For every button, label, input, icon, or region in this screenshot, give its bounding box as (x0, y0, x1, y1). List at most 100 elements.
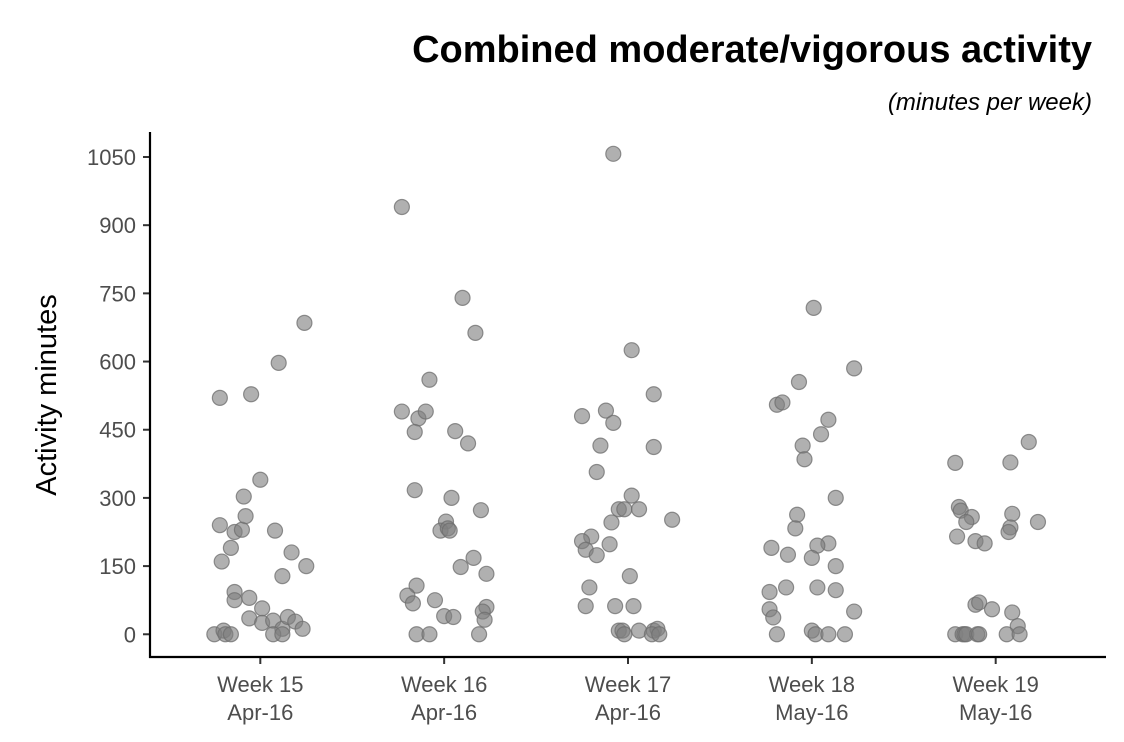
y-tick-label: 0 (124, 622, 136, 647)
data-point (827, 557, 844, 575)
data-point (948, 528, 966, 545)
data-point (774, 394, 791, 411)
data-point (294, 620, 311, 637)
data-point (947, 454, 964, 472)
data-point (445, 608, 462, 626)
x-tick-label-week: Week 16 (401, 672, 487, 697)
data-point (465, 549, 482, 567)
data-point (827, 582, 844, 599)
x-tick-label-month: May-16 (959, 700, 1032, 725)
data-point (805, 299, 822, 317)
y-tick-label: 450 (99, 418, 136, 443)
data-point (971, 594, 988, 611)
data-point (421, 371, 438, 388)
data-point (761, 583, 778, 601)
data-point (235, 488, 252, 505)
data-point (588, 463, 605, 481)
data-point (607, 597, 624, 615)
data-point (237, 507, 254, 525)
data-point (274, 626, 291, 643)
data-point (254, 600, 271, 617)
data-point (467, 324, 484, 342)
data-point (573, 407, 591, 425)
data-point (820, 411, 837, 428)
data-point (478, 565, 495, 582)
data-point (417, 403, 434, 420)
data-point (621, 567, 638, 585)
data-point (243, 386, 260, 403)
x-tick-label-week: Week 15 (217, 672, 303, 697)
chart-subtitle: (minutes per week) (888, 89, 1092, 116)
data-point (763, 539, 780, 557)
data-point (790, 373, 808, 391)
data-point (226, 592, 243, 609)
y-tick-label: 600 (99, 350, 136, 375)
data-point (470, 626, 488, 643)
data-point (222, 539, 239, 557)
data-point (406, 423, 423, 441)
y-tick-label: 150 (99, 554, 136, 579)
data-point (820, 626, 837, 643)
y-tick-label: 750 (99, 281, 136, 306)
data-point (406, 482, 423, 499)
y-tick-label: 300 (99, 486, 136, 511)
data-point (597, 402, 615, 419)
data-point (1029, 513, 1047, 531)
data-point (459, 435, 477, 452)
data-point (404, 595, 421, 612)
data-point (421, 626, 438, 643)
data-point (213, 553, 230, 570)
data-point (472, 502, 490, 519)
data-point (794, 437, 811, 454)
data-point (233, 521, 251, 538)
data-point (241, 589, 258, 607)
data-point (577, 597, 594, 615)
data-point (616, 626, 633, 643)
y-tick-label: 900 (99, 213, 136, 238)
data-points (206, 145, 1047, 643)
data-point (765, 609, 782, 626)
data-point (958, 513, 975, 531)
data-point (266, 522, 284, 539)
data-point (1004, 505, 1021, 522)
data-point (983, 601, 1001, 618)
y-axis-ticks: 0 150 300 450 600 750 900 1050 (87, 145, 150, 647)
data-point (393, 403, 410, 420)
data-point (222, 626, 239, 643)
data-point (630, 501, 648, 518)
data-point (796, 451, 813, 468)
data-point (393, 198, 410, 216)
data-point (454, 289, 471, 307)
data-point (778, 579, 795, 596)
data-point (812, 426, 830, 443)
x-tick-label-week: Week 17 (585, 672, 671, 697)
x-tick-label-month: Apr-16 (227, 700, 293, 725)
y-tick-label: 1050 (87, 145, 136, 170)
data-point (476, 611, 493, 628)
data-point (809, 579, 826, 596)
x-tick-label-week: Week 18 (769, 672, 855, 697)
data-point (645, 438, 662, 456)
data-point (603, 514, 620, 531)
x-tick-label-month: Apr-16 (411, 700, 477, 725)
data-point (971, 626, 988, 643)
data-point (211, 389, 228, 407)
chart-title: Combined moderate/vigorous activity (412, 29, 1092, 71)
data-point (426, 592, 444, 609)
x-axis-ticks: Week 15 Apr-16 Week 16 Apr-16 Week 17 Apr-16 W… (217, 657, 1039, 725)
data-point (827, 489, 844, 507)
data-point (581, 579, 598, 596)
data-point (601, 536, 618, 553)
data-point (779, 546, 797, 563)
data-point (846, 603, 863, 620)
data-point (651, 626, 668, 643)
data-point (1004, 604, 1021, 621)
data-point (664, 511, 681, 528)
data-point (605, 145, 622, 162)
data-point (623, 487, 640, 504)
data-point (270, 354, 287, 372)
data-point (645, 386, 662, 403)
data-point (443, 489, 460, 507)
data-point (787, 520, 804, 537)
